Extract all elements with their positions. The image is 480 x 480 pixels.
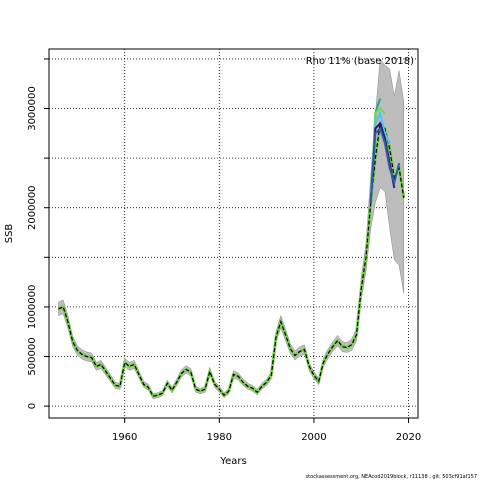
y-tick-label: 0 <box>27 403 38 409</box>
y-tick-label: 1000000 <box>27 285 38 330</box>
plot-frame <box>48 48 419 419</box>
y-axis-title: SSB <box>4 224 15 244</box>
series-line-historic-green <box>57 120 406 398</box>
ssb-confidence-band <box>58 58 405 399</box>
y-axis: 0 500000 1000000 2000000 3000000 <box>27 58 49 409</box>
confidence-band <box>58 58 405 399</box>
y-tick-label: 500000 <box>27 337 38 375</box>
grid-lines <box>49 49 418 418</box>
y-tick-label: 3000000 <box>27 86 38 131</box>
retro-series-line-5 <box>369 126 401 203</box>
chart-annotation: Rho 11% (base 2018) <box>306 56 414 67</box>
x-tick-label: 2020 <box>396 432 421 443</box>
x-tick-label: 1980 <box>207 432 232 443</box>
x-tick-label: 2000 <box>301 432 326 443</box>
series-line-base <box>58 122 405 397</box>
x-axis-title: Years <box>219 456 246 467</box>
y-tick-label: 2000000 <box>27 185 38 230</box>
series-lines <box>57 98 406 398</box>
x-tick-label: 1960 <box>112 432 137 443</box>
x-axis: 1960 1980 2000 2020 <box>112 418 421 443</box>
footer-note: stockassessment.org, NEAcod2019block, r1… <box>306 474 477 480</box>
